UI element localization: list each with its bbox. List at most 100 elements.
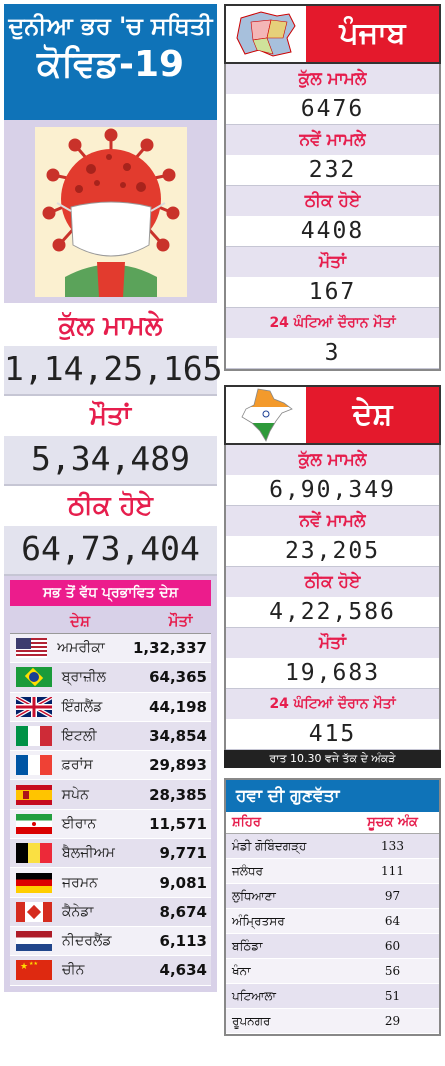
country-name: ਜਰਮਨ	[62, 874, 98, 891]
country-name: ਬ੍ਰਾਜ਼ੀਲ	[61, 669, 106, 686]
col-index: ਸੂਚਕ ਅੰਕ	[367, 815, 418, 830]
table-row: ਫ਼ਰਾਂਸ 29,893	[10, 751, 211, 781]
table-row: ਸਪੇਨ 28,385	[10, 780, 211, 810]
world-recovered-label: ਠੀਕ ਹੋਏ	[4, 486, 217, 526]
world-panel: ਦੁਨੀਆ ਭਰ 'ਚ ਸਥਿਤੀ ਕੋਵਿਡ-19	[4, 4, 223, 1062]
col-city: ਸ਼ਹਿਰ	[232, 815, 261, 830]
india-data-note: ਰਾਤ 10.30 ਵਜੇ ਤੱਕ ਦੇ ਅੰਕੜੇ	[224, 750, 441, 768]
italy-flag-icon	[16, 726, 52, 747]
canada-flag-icon	[16, 901, 52, 922]
country-name: ਈਰਾਨ	[61, 815, 97, 832]
china-flag-icon: ★ ★★	[16, 960, 52, 981]
table-row: ਅਮਰੀਕਾ 1,32,337	[10, 634, 211, 664]
india-stat-label: ਮੌਤਾਂ	[226, 628, 439, 658]
table-row: ਨੀਦਰਲੈਂਡ 6,113	[10, 926, 211, 957]
aqi-value: 97	[384, 889, 401, 903]
virus-illustration-frame	[4, 120, 217, 306]
punjab-stat-label: ਕੁੱਲ ਮਾਮਲੇ	[226, 64, 439, 94]
world-recovered-value: 64,73,404	[21, 529, 200, 568]
country-name: ਅਮਰੀਕਾ	[57, 640, 105, 657]
table-row: ਅੰਮ੍ਰਿਤਸਰ 64	[226, 909, 439, 934]
world-header: ਦੁਨੀਆ ਭਰ 'ਚ ਸਥਿਤੀ ਕੋਵਿਡ-19	[4, 4, 217, 120]
india-stat-value: 19,683	[226, 658, 439, 688]
india-stat: ਠੀਕ ਹੋਏ 4,22,586	[226, 567, 439, 628]
india-stat-value: 23,205	[226, 536, 439, 566]
netherlands-flag-icon	[16, 931, 52, 952]
punjab-stat-value: 4408	[226, 216, 439, 246]
country-deaths: 1,32,337	[132, 639, 207, 658]
table-row: ★ ★★ ਚੀਨ 4,634	[10, 956, 211, 986]
punjab-header: ਪੰਜਾਬ	[224, 4, 441, 64]
india-stat: 24 ਘੰਟਿਆਂ ਦੌਰਾਨ ਮੌਤਾਂ 415	[226, 689, 439, 750]
germany-flag-icon	[16, 872, 52, 893]
india-stat: ਕੁੱਲ ਮਾਮਲੇ 6,90,349	[226, 445, 439, 506]
world-deaths: ਮੌਤਾਂ 5,34,489	[4, 396, 217, 486]
world-recovered: ਠੀਕ ਹੋਏ 64,73,404	[4, 486, 217, 576]
country-deaths: 8,674	[159, 902, 207, 921]
aqi-value: 133	[381, 839, 404, 853]
countries-list: ਅਮਰੀਕਾ 1,32,337 ਬ੍ਰਾਜ਼ੀਲ 64,365 ਇੰਗਲੈਂਡ 44,19…	[10, 634, 211, 986]
air-quality-header: ਸ਼ਹਿਰ ਸੂਚਕ ਅੰਕ	[226, 812, 439, 834]
india-stat-label: ਨਵੇਂ ਮਾਮਲੇ	[226, 506, 439, 536]
world-total-cases: ਕੁੱਲ ਮਾਮਲੇ 1,14,25,165	[4, 306, 223, 396]
punjab-stats: ਕੁੱਲ ਮਾਮਲੇ 6476 ਨਵੇਂ ਮਾਮਲੇ 232 ਠੀਕ ਹੋਏ 4408 ਮੌ…	[224, 64, 441, 371]
uk-flag-icon	[16, 696, 52, 717]
aqi-value: 64	[384, 914, 401, 928]
col-deaths: ਮੌਤਾਂ	[168, 612, 193, 630]
country-name: ਇੰਗਲੈਂਡ	[61, 698, 103, 715]
punjab-title: ਪੰਜਾਬ	[306, 6, 439, 62]
punjab-stat: ਮੌਤਾਂ 167	[226, 247, 439, 308]
country-name: ਫ਼ਰਾਂਸ	[61, 757, 93, 774]
usa-flag-icon	[16, 638, 48, 659]
virus-illustration	[34, 126, 187, 297]
punjab-stat: ਨਵੇਂ ਮਾਮਲੇ 232	[226, 125, 439, 186]
country-deaths: 34,854	[149, 727, 207, 746]
country-name: ਬੈਲਜੀਅਮ	[62, 845, 115, 862]
punjab-stat-label: ਠੀਕ ਹੋਏ	[226, 186, 439, 216]
aqi-value: 51	[384, 989, 401, 1003]
india-stat-label: 24 ਘੰਟਿਆਂ ਦੌਰਾਨ ਮੌਤਾਂ	[226, 689, 439, 719]
india-stats: ਕੁੱਲ ਮਾਮਲੇ 6,90,349 ਨਵੇਂ ਮਾਮਲੇ 23,205 ਠੀਕ ਹੋ…	[224, 445, 441, 750]
punjab-stat-value: 232	[226, 155, 439, 185]
india-stat-label: ਠੀਕ ਹੋਏ	[226, 567, 439, 597]
country-deaths: 4,634	[159, 961, 207, 980]
belgium-flag-icon	[16, 843, 52, 864]
country-deaths: 9,771	[159, 844, 207, 863]
punjab-stat-label: 24 ਘੰਟਿਆਂ ਦੌਰਾਨ ਮੌਤਾਂ	[226, 308, 439, 338]
punjab-map-icon	[226, 6, 306, 62]
table-row: ਜਰਮਨ 9,081	[10, 868, 211, 898]
masked-virus-icon	[42, 128, 179, 297]
city-name: ਅੰਮ੍ਰਿਤਸਰ	[232, 914, 285, 928]
country-name: ਨੀਦਰਲੈਂਡ	[62, 933, 112, 950]
spain-flag-icon	[16, 784, 52, 805]
city-name: ਬਠਿੰਡਾ	[232, 939, 263, 953]
india-title: ਦੇਸ਼	[306, 387, 439, 443]
punjab-stat-label: ਨਵੇਂ ਮਾਮਲੇ	[226, 125, 439, 155]
india-stat: ਮੌਤਾਂ 19,683	[226, 628, 439, 689]
punjab-stat-value: 6476	[226, 94, 439, 124]
table-row: ਇੰਗਲੈਂਡ 44,198	[10, 692, 211, 722]
aqi-value: 29	[384, 1014, 401, 1028]
air-quality-title: ਹਵਾ ਦੀ ਗੁਣਵੱਤਾ	[226, 780, 439, 812]
country-deaths: 28,385	[149, 785, 207, 804]
punjab-stat-value: 167	[226, 277, 439, 307]
table-row: ਬੈਲਜੀਅਮ 9,771	[10, 839, 211, 869]
city-name: ਖੰਨਾ	[232, 964, 251, 978]
france-flag-icon	[16, 755, 52, 776]
aqi-value: 111	[381, 864, 404, 878]
table-row: ਲੁਧਿਆਣਾ 97	[226, 884, 439, 909]
city-name: ਰੂਪਨਗਰ	[232, 1014, 271, 1028]
table-row: ਕੈਨੇਡਾ 8,674	[10, 897, 211, 927]
country-deaths: 29,893	[149, 756, 207, 775]
city-name: ਮੰਡੀ ਗੋਬਿੰਦਗੜ੍ਹ	[232, 839, 307, 853]
country-name: ਕੈਨੇਡਾ	[62, 903, 94, 920]
city-name: ਜਲੰਧਰ	[232, 864, 263, 878]
country-name: ਚੀਨ	[62, 962, 85, 979]
world-total-cases-value: 1,14,25,165	[4, 349, 223, 388]
world-header-line2: ਕੋਵਿਡ-19	[36, 44, 185, 85]
table-row: ਖੰਨਾ 56	[226, 959, 439, 984]
country-deaths: 44,198	[149, 697, 207, 716]
table-row: ਈਰਾਨ 11,571	[10, 809, 211, 840]
punjab-stat: ਕੁੱਲ ਮਾਮਲੇ 6476	[226, 64, 439, 125]
table-row: ਮੰਡੀ ਗੋਬਿੰਦਗੜ੍ਹ 133	[226, 834, 439, 859]
